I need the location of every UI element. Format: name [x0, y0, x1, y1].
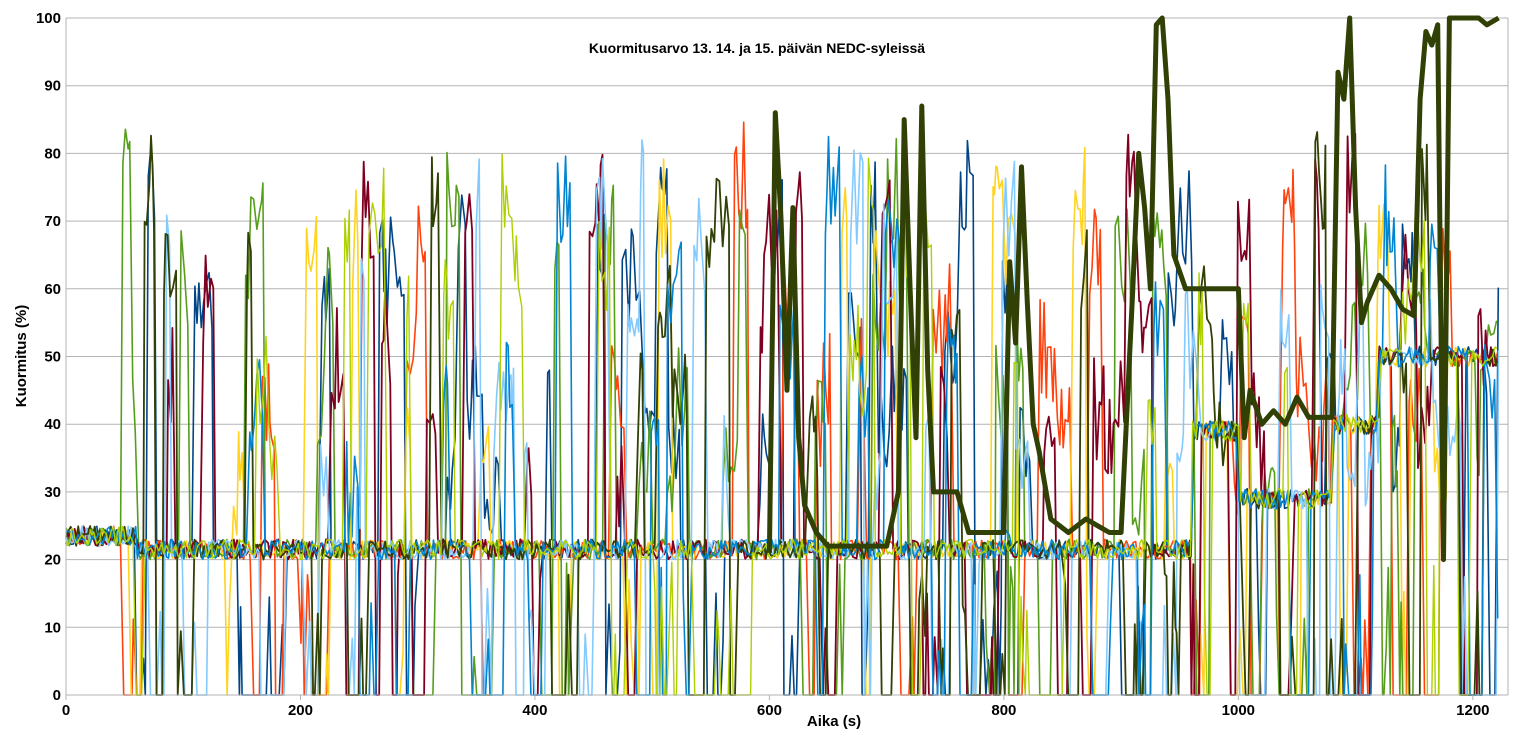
- y-tick-label: 10: [44, 619, 61, 636]
- y-tick-label: 80: [44, 145, 61, 162]
- y-tick-label: 90: [44, 78, 61, 95]
- series-layer: [65, 15, 1500, 696]
- axes: [65, 18, 1509, 700]
- y-tick-labels: 0 10 20 30 40 50 60 70 80 90 100: [36, 10, 61, 704]
- x-tick-label: 600: [757, 702, 782, 719]
- y-tick-label: 40: [44, 416, 61, 433]
- x-tick-label: 0: [62, 702, 70, 719]
- x-tick-label: 800: [991, 702, 1016, 719]
- x-tick-label: 400: [522, 702, 547, 719]
- y-tick-label: 70: [44, 213, 61, 230]
- x-tick-label: 1200: [1456, 702, 1489, 719]
- x-axis-title: Aika (s): [807, 713, 861, 730]
- highlight-series-line: [766, 15, 1500, 563]
- chart-title: Kuormitusarvo 13. 14. ja 15. päivän NEDC…: [589, 40, 925, 56]
- y-tick-label: 30: [44, 484, 61, 501]
- x-tick-labels: 0 200 400 600 800 1000 1200: [62, 702, 1490, 719]
- x-tick-label: 200: [288, 702, 313, 719]
- y-tick-label: 100: [36, 10, 61, 27]
- x-tick-label: 1000: [1222, 702, 1255, 719]
- series-line-9: [65, 153, 1498, 696]
- y-axis-title: Kuormitus (%): [13, 305, 30, 408]
- y-tick-label: 0: [53, 687, 61, 704]
- y-tick-label: 50: [44, 349, 61, 366]
- y-tick-label: 60: [44, 281, 61, 298]
- y-tick-label: 20: [44, 552, 61, 569]
